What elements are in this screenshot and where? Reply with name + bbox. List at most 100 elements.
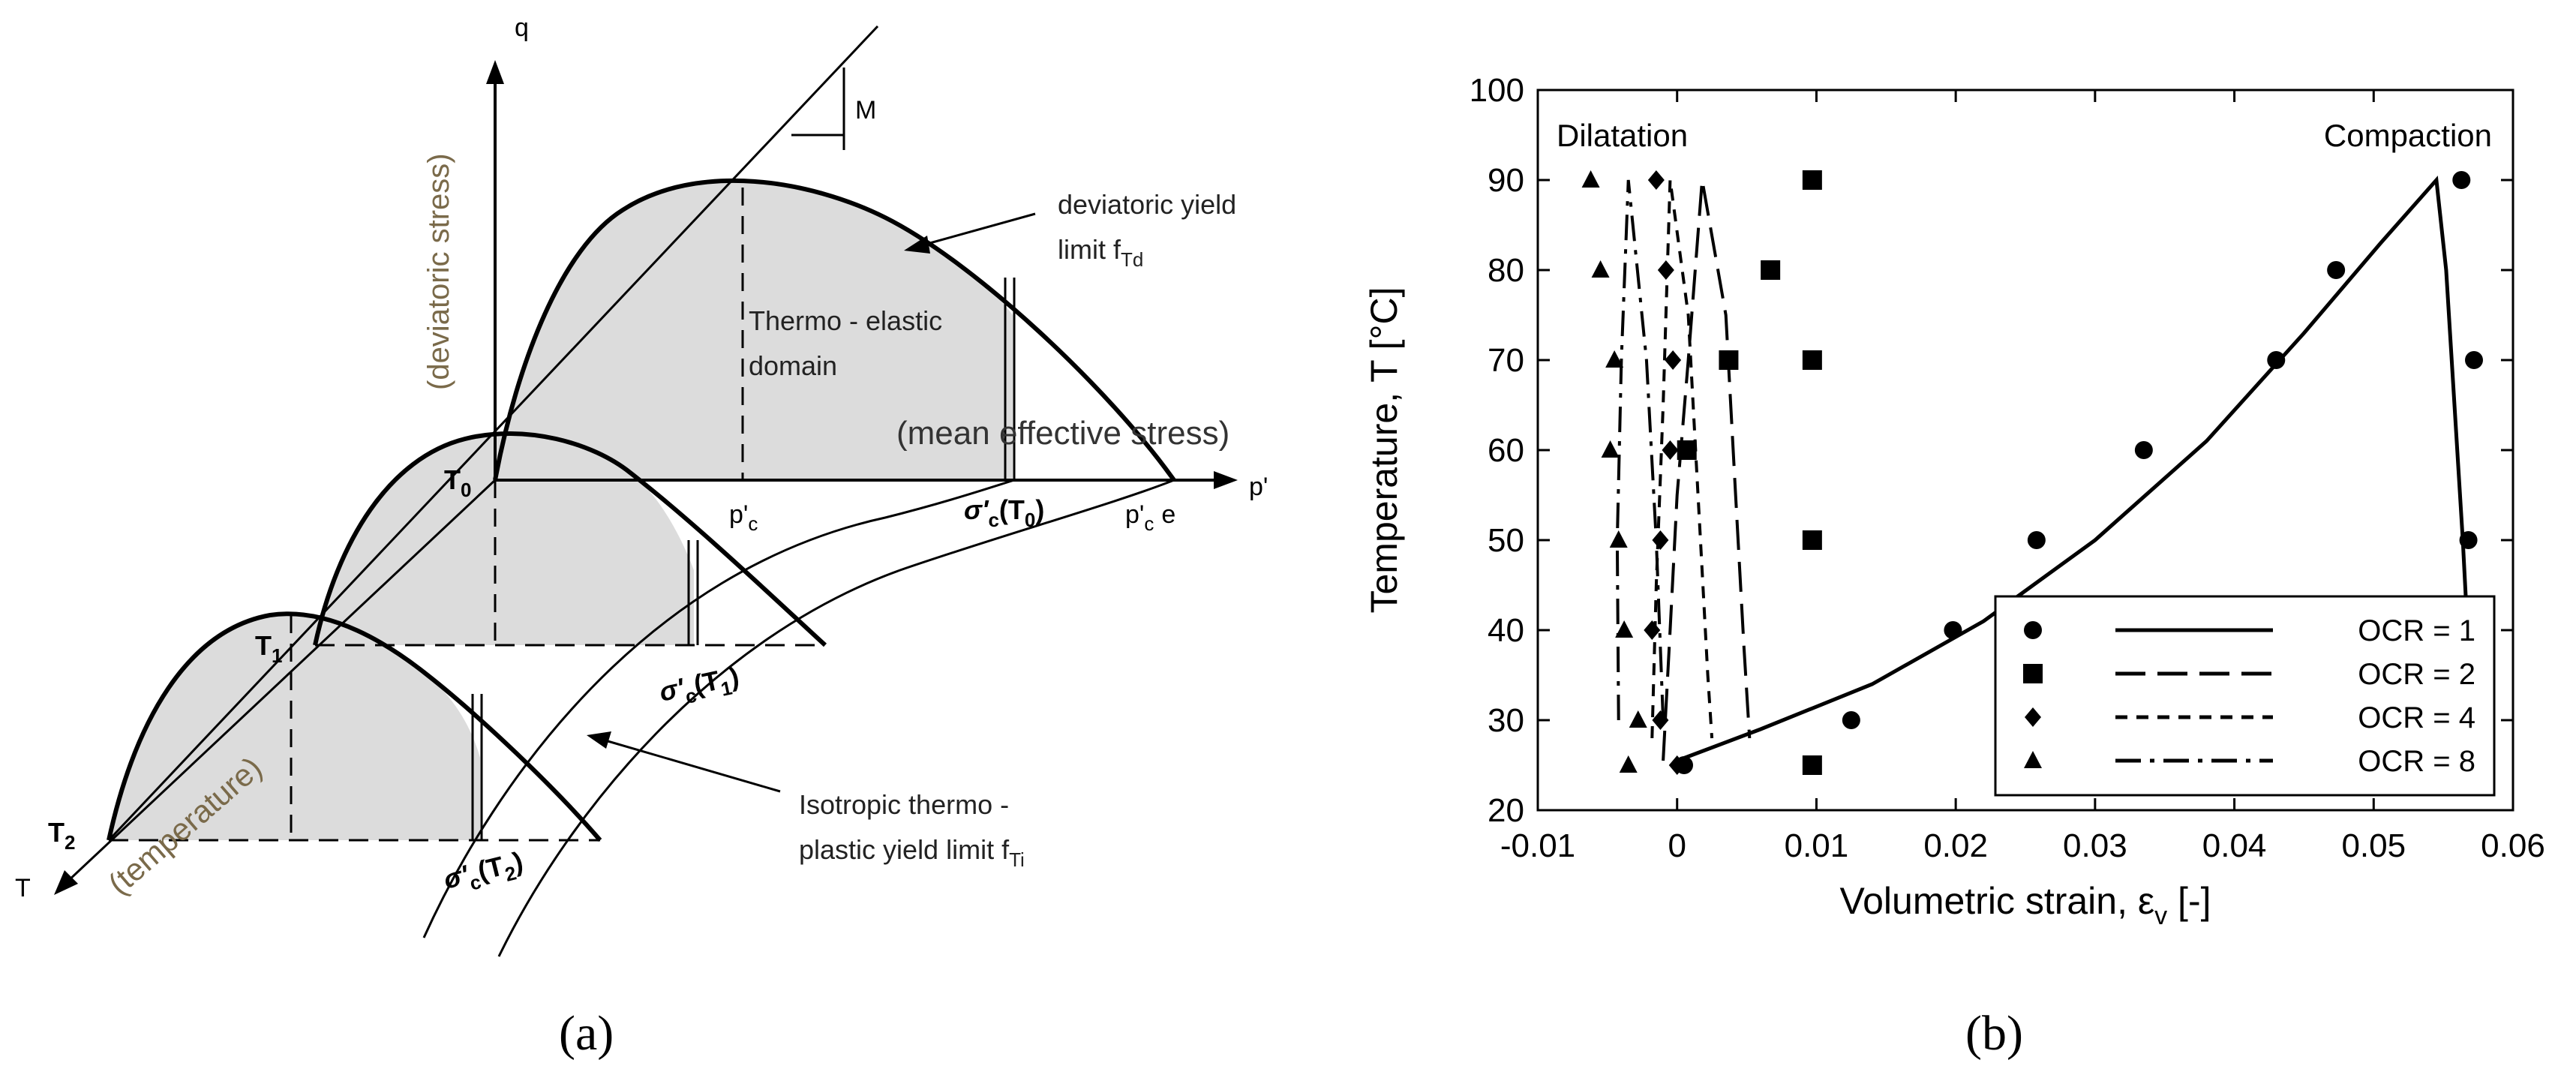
slope-label: M	[855, 96, 876, 125]
data-point-diamond	[1644, 620, 1661, 640]
x-tick-label: -0.01	[1500, 827, 1575, 864]
data-point-square	[1802, 530, 1822, 550]
data-point-square	[1761, 260, 1781, 280]
data-point-circle	[2134, 441, 2153, 459]
data-point-triangle	[1629, 710, 1647, 728]
elastic-domain-T2	[109, 614, 480, 840]
legend-marker-circle	[2024, 621, 2042, 639]
data-point-diamond	[1668, 755, 1686, 775]
x-tick-label: 0.06	[2481, 827, 2545, 864]
y-tick-label: 40	[1488, 612, 1524, 649]
series-line-1	[1676, 176, 2473, 763]
panel-a-caption: (a)	[559, 1006, 614, 1061]
iso-label-arrowhead	[587, 731, 611, 749]
panel-b-caption: (b)	[1965, 1006, 2023, 1061]
data-point-circle	[1944, 621, 1962, 639]
legend-label: OCR = 1	[2358, 614, 2475, 647]
data-point-diamond	[1657, 260, 1674, 280]
data-point-circle	[2452, 171, 2471, 189]
isotropic-yield-label: Isotropic thermo - plastic yield limit f…	[799, 789, 1025, 871]
annotation-dilatation: Dilatation	[1557, 118, 1688, 153]
dev-label-leader	[913, 212, 1036, 249]
t-axis-label: T	[15, 874, 31, 902]
legend-marker-square	[2023, 664, 2043, 683]
x-tick-label: 0.02	[1923, 827, 1988, 864]
p-axis-arrow	[1214, 471, 1238, 489]
data-point-circle	[2027, 531, 2046, 549]
legend-label: OCR = 2	[2358, 658, 2475, 691]
y-tick-label: 60	[1488, 432, 1524, 469]
series-points	[1581, 170, 2483, 775]
data-point-square	[1719, 350, 1739, 370]
y-axis-label: Temperature, T [°C]	[1363, 287, 1405, 614]
data-point-circle	[2327, 261, 2346, 279]
elastic-domain-T1	[315, 433, 694, 645]
label-T2: T2	[48, 817, 75, 854]
x-axis-label: Volumetric strain, εv [-]	[1840, 880, 2211, 930]
y-tick-label: 50	[1488, 522, 1524, 559]
p-axis-description: (mean effective stress)	[896, 415, 1229, 452]
legend-label: OCR = 4	[2358, 701, 2475, 734]
elastic-domain-T0	[495, 180, 1013, 480]
data-point-diamond	[1662, 440, 1679, 460]
series-line-2	[1662, 179, 1752, 761]
legend-marker-diamond	[2025, 707, 2041, 727]
isotropic-yield-curve-inner	[422, 479, 1015, 938]
q-axis-description: (deviatoric stress)	[422, 153, 455, 390]
q-axis-label: q	[515, 14, 529, 42]
legend-label: OCR = 8	[2358, 745, 2475, 778]
data-point-triangle	[1591, 260, 1610, 278]
data-point-square	[1802, 170, 1822, 190]
data-point-square	[1802, 350, 1822, 370]
sigma-marker-T1	[687, 540, 699, 645]
annotation-compaction: Compaction	[2324, 118, 2492, 153]
data-point-triangle	[1605, 350, 1624, 368]
data-point-diamond	[1665, 350, 1682, 370]
sigma-label-T0: σ'c(T0)	[964, 494, 1044, 531]
y-tick-label: 100	[1470, 72, 1524, 109]
data-point-triangle	[1581, 170, 1600, 188]
label-T0: T0	[444, 464, 471, 501]
t-axis-arrow	[54, 870, 78, 895]
deviatoric-yield-curve-T1	[313, 431, 827, 647]
y-tick-label: 70	[1488, 342, 1524, 379]
legend-marker-triangle	[2024, 751, 2042, 768]
data-point-triangle	[1601, 440, 1620, 458]
data-point-triangle	[1619, 755, 1638, 773]
x-tick-label: 0.03	[2063, 827, 2127, 864]
x-tick-label: 0.01	[1785, 827, 1849, 864]
data-point-diamond	[1647, 170, 1665, 190]
y-tick-label: 80	[1488, 252, 1524, 289]
data-point-circle	[2465, 351, 2483, 369]
deviatoric-yield-curve-T2	[107, 611, 602, 842]
label-pce: p'c e	[1125, 500, 1175, 535]
thermo-elastic-label: Thermo - elastic domain	[749, 305, 950, 381]
y-tick-label: 30	[1488, 702, 1524, 739]
label-pc: p'c	[729, 500, 758, 535]
t-axis-line	[66, 479, 497, 883]
sigma-label-T2: σ'c(T2)	[440, 845, 527, 901]
data-point-circle	[2459, 531, 2478, 549]
p-axis-label: p'	[1249, 473, 1268, 501]
data-point-circle	[2267, 351, 2286, 369]
x-tick-label: 0.05	[2341, 827, 2406, 864]
data-point-triangle	[1615, 620, 1634, 638]
panel-a-diagram: q (deviatoric stress) p' (mean effective…	[15, 14, 1268, 957]
axis-ticks: -0.01 0 0.01 0.02 0.03 0.04 0.05 0.06 20 30 40 50 60…	[1470, 72, 2545, 864]
legend: OCR = 1 OCR = 2 OCR = 4 OCR = 8	[1994, 595, 2496, 797]
x-tick-label: 0.04	[2202, 827, 2267, 864]
deviatoric-yield-label: deviatoric yield limit fTd	[1058, 189, 1244, 271]
data-point-circle	[1842, 711, 1860, 729]
panel-b-chart: -0.01 0 0.01 0.02 0.03 0.04 0.05 0.06 20 30 40 50 60…	[1363, 72, 2545, 930]
isotropic-yield-curve-outer	[497, 479, 1175, 957]
x-tick-label: 0	[1668, 827, 1686, 864]
deviatoric-yield-curve-T0	[493, 179, 1176, 482]
iso-label-leader	[599, 737, 781, 793]
y-tick-label: 90	[1488, 162, 1524, 199]
label-T1: T1	[255, 630, 282, 667]
data-point-triangle	[1609, 530, 1628, 548]
sigma-label-T1: σ'c(T1)	[656, 660, 743, 713]
slope-triangle	[791, 68, 845, 137]
dev-label-arrowhead	[904, 236, 930, 254]
